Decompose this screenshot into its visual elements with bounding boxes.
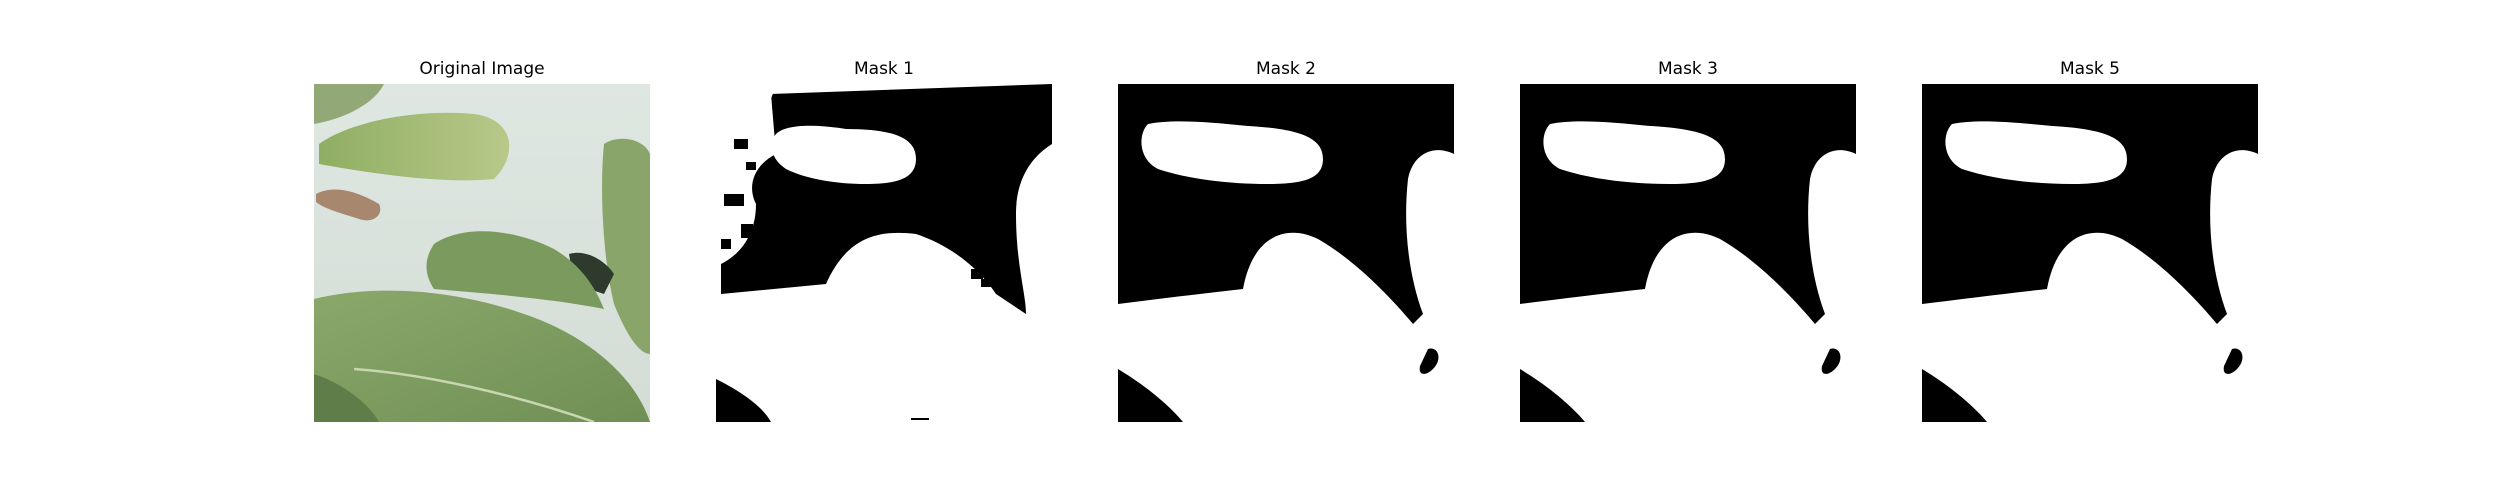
- panel-title-mask-2: Mask 2: [1255, 59, 1316, 79]
- original-photo: [314, 84, 650, 422]
- panel-title-mask-5: Mask 5: [2059, 59, 2120, 79]
- mask-2-svg: [1118, 84, 1454, 422]
- mask-1-svg: [716, 84, 1052, 422]
- original-image-panel: Original Image: [314, 58, 650, 424]
- panel-title-original: Original Image: [419, 59, 545, 79]
- mask-3-panel: Mask 3: [1520, 58, 1856, 424]
- mask-5-image: [1922, 84, 2258, 422]
- mask-2-image: [1118, 84, 1454, 422]
- mask-5-svg: [1922, 84, 2258, 422]
- mask-1-image: [716, 84, 1052, 422]
- mask-1-panel: Mask 1: [716, 58, 1052, 424]
- panel-title-mask-3: Mask 3: [1657, 59, 1718, 79]
- original-photo-svg: [314, 84, 650, 422]
- panel-title-mask-1: Mask 1: [853, 59, 914, 79]
- mask-5-panel: Mask 5: [1922, 58, 2258, 424]
- mask-2-panel: Mask 2: [1118, 58, 1454, 424]
- mask-3-svg: [1520, 84, 1856, 422]
- mask-3-image: [1520, 84, 1856, 422]
